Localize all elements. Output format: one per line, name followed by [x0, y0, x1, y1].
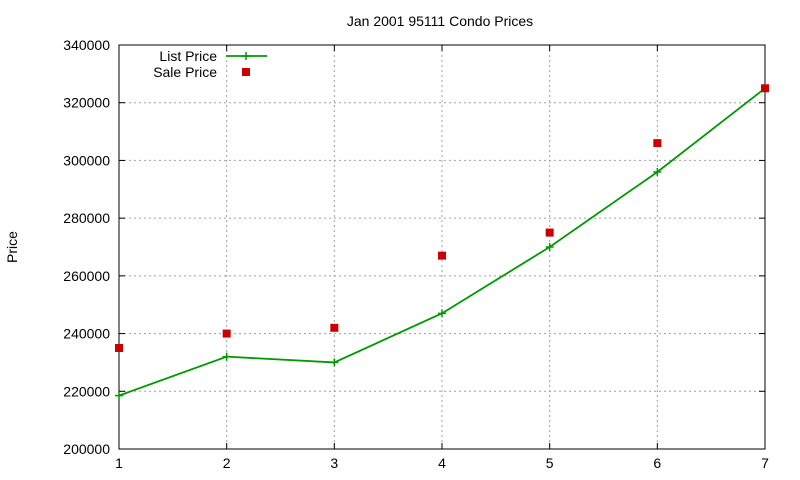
sale-price-point: [438, 251, 446, 260]
sale-price-point: [330, 323, 339, 332]
legend-swatch-marker: [242, 68, 250, 76]
x-tick-label: 7: [761, 455, 769, 471]
x-tick-label: 2: [223, 455, 231, 471]
series: [115, 84, 769, 400]
x-tick-label: 5: [546, 455, 554, 471]
x-tick-label: 6: [653, 455, 661, 471]
chart-title: Jan 2001 95111 Condo Prices: [347, 13, 533, 29]
y-tick-label: 240000: [63, 326, 110, 342]
list-price-point: [653, 167, 662, 176]
y-tick-label: 340000: [63, 37, 110, 53]
sale-price-point: [222, 329, 231, 338]
list-price-point: [438, 309, 446, 318]
y-axis-label: Price: [4, 231, 20, 263]
grid: [119, 45, 765, 449]
y-tick-label: 300000: [63, 152, 110, 168]
y-tick-label: 280000: [63, 210, 110, 226]
axis-ticks: 200000 220000 240000 260000 280000 300000 3200…: [63, 37, 769, 471]
sale-price-point: [761, 84, 769, 93]
list-price-point: [115, 391, 123, 400]
sale-price-point: [653, 139, 662, 148]
y-tick-label: 260000: [63, 268, 110, 284]
list-price-point: [222, 352, 231, 361]
y-tick-label: 220000: [63, 383, 110, 399]
y-tick-label: 320000: [63, 95, 110, 111]
legend-swatch-marker: [242, 52, 250, 60]
x-tick-label: 4: [438, 455, 446, 471]
sale-price-point: [545, 228, 554, 237]
y-tick-label: 200000: [63, 441, 110, 457]
sale-price-point: [115, 344, 123, 352]
list-price-point: [330, 358, 339, 367]
x-tick-label: 3: [330, 455, 338, 471]
x-tick-label: 1: [115, 455, 123, 471]
legend-label: Sale Price: [153, 64, 217, 80]
list-price-point: [545, 243, 554, 251]
plot-frame: [118, 44, 766, 450]
legend-label: List Price: [159, 48, 217, 64]
